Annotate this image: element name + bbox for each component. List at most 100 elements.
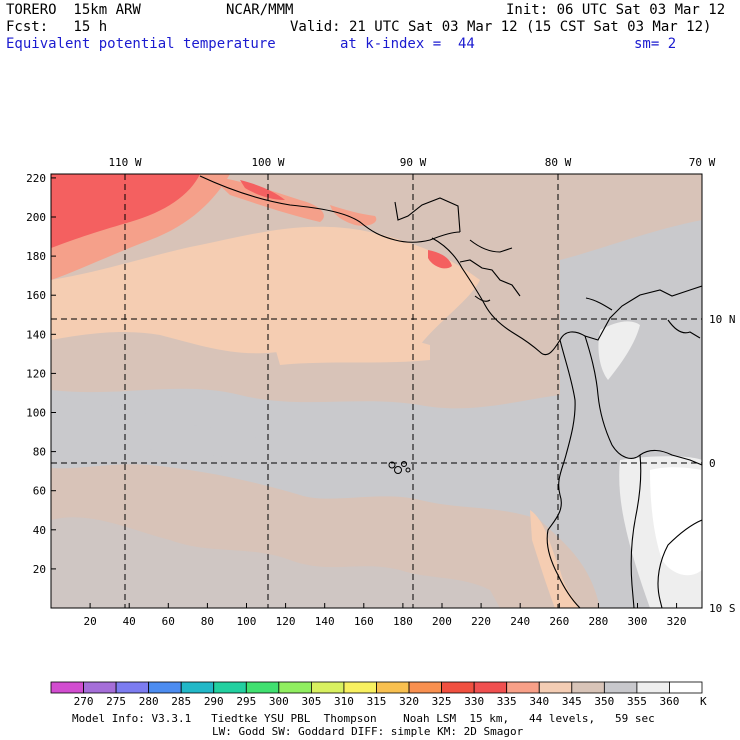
lon-label-100w: 100 W: [251, 156, 284, 169]
y-tick-label: 60: [33, 485, 46, 498]
x-tick-label: 160: [354, 615, 374, 628]
map-frame: [50, 173, 703, 609]
colorbar-label: 310: [334, 695, 354, 708]
colorbar-label: 350: [594, 695, 614, 708]
colorbar-swatch: [506, 681, 540, 694]
colorbar-label: 315: [367, 695, 387, 708]
field-330-mex: [240, 180, 285, 200]
forecast-hour: Fcst: 15 h: [6, 19, 108, 35]
x-tick-label: 180: [393, 615, 413, 628]
colorbar-swatch: [148, 681, 182, 694]
field-335-guat: [330, 205, 377, 226]
x-axis-ticks: 20 40 60 80 100 120 140 160 180 200 220 240 260 280 30…: [83, 603, 687, 628]
y-tick-label: 100: [26, 407, 46, 420]
colorbar-label: 280: [139, 695, 159, 708]
field-350-sw: [51, 517, 500, 608]
colorbar-label: 320: [399, 695, 419, 708]
x-tick-label: 240: [510, 615, 530, 628]
colorbar-swatch: [245, 681, 280, 694]
x-tick-label: 80: [201, 615, 214, 628]
field-330-honduras: [428, 250, 452, 269]
theta-e-field: [51, 174, 702, 608]
colorbar-label: 300: [269, 695, 289, 708]
valid-time: Valid: 21 UTC Sat 03 Mar 12 (15 CST Sat …: [290, 19, 712, 35]
colorbar-swatch: [441, 681, 475, 694]
x-tick-label: 60: [162, 615, 175, 628]
colorbar-swatch: [408, 681, 442, 694]
galapagos-islands: [388, 461, 411, 474]
colorbar-swatch: [50, 681, 84, 694]
y-tick-label: 80: [33, 446, 46, 459]
longitude-labels: 110 W 100 W 90 W 80 W 70 W: [108, 156, 715, 169]
colorbar-label: 295: [236, 695, 256, 708]
field-355-colombia: [598, 321, 640, 380]
x-tick-label: 20: [83, 615, 96, 628]
y-tick-label: 160: [26, 289, 46, 302]
colorbar-swatch: [636, 681, 670, 694]
colorbar-label: 355: [627, 695, 647, 708]
x-tick-label: 120: [276, 615, 296, 628]
x-tick-label: 320: [667, 615, 687, 628]
colorbar-label: 360: [660, 695, 680, 708]
x-tick-label: 220: [471, 615, 491, 628]
smoothing-label: sm= 2: [634, 36, 677, 52]
field-340-north: [51, 226, 480, 354]
x-tick-label: 100: [237, 615, 257, 628]
field-330-nw: [51, 174, 200, 248]
colorbar-swatch: [376, 681, 410, 694]
colorbar-swatch: [310, 681, 345, 694]
colorbar-swatch: [180, 681, 215, 694]
y-tick-label: 40: [33, 524, 46, 537]
colorbar-swatch: [538, 681, 573, 694]
field-name: Equivalent potential temperature: [6, 36, 276, 52]
colorbar-swatch: [278, 681, 312, 694]
field-335-mex: [210, 176, 324, 222]
colorbar-swatch: [473, 681, 508, 694]
lat-label-0: 0: [709, 457, 716, 470]
latlon-grid: [51, 174, 702, 608]
colorbar-label: 275: [106, 695, 126, 708]
lon-label-110w: 110 W: [108, 156, 141, 169]
field-350-nw: [51, 395, 330, 470]
field-340-coast: [530, 510, 580, 608]
colorbar-label: 330: [464, 695, 484, 708]
latitude-labels: 10 N 0 10 S: [709, 313, 736, 615]
colorbar-unit: K: [700, 695, 707, 708]
colorbar-swatch: [343, 681, 377, 694]
colorbar-swatch: [669, 681, 703, 694]
colorbar-label: 270: [74, 695, 94, 708]
field-350-band: [51, 220, 702, 608]
colorbar-label: 325: [432, 695, 452, 708]
colorbar-swatch: [83, 681, 117, 694]
model-title: TORERO 15km ARW: [6, 2, 141, 18]
colorbar: 270 275 280 285 290 295 300 305 310 315 320 325 330 3…: [50, 681, 703, 708]
colorbar-swatch: [571, 681, 605, 694]
colorbar-label: 305: [301, 695, 321, 708]
level-label: at k-index = 44: [340, 36, 475, 52]
x-tick-label: 140: [315, 615, 335, 628]
y-tick-label: 20: [33, 563, 46, 576]
x-tick-label: 200: [432, 615, 452, 628]
y-axis-ticks: 220 200 180 160 140 120 100 80 60 40 20: [26, 172, 56, 576]
colorbar-swatch: [603, 681, 638, 694]
colorbar-swatch: [115, 681, 150, 694]
colorbar-label: 345: [562, 695, 582, 708]
lon-label-90w: 90 W: [400, 156, 427, 169]
colorbar-label: 335: [497, 695, 517, 708]
colorbar-swatch: [213, 681, 247, 694]
lat-label-10n: 10 N: [709, 313, 736, 326]
colorbar-label: 340: [529, 695, 549, 708]
y-tick-label: 200: [26, 211, 46, 224]
x-tick-label: 300: [628, 615, 648, 628]
field-340-strip: [270, 325, 430, 365]
field-360-amazon: [650, 467, 702, 576]
y-tick-label: 140: [26, 328, 46, 341]
lon-label-80w: 80 W: [545, 156, 572, 169]
x-tick-label: 260: [549, 615, 569, 628]
footer-physics-info: LW: Godd SW: Goddard DIFF: simple KM: 2D…: [212, 725, 524, 738]
lon-label-70w: 70 W: [689, 156, 716, 169]
center-label: NCAR/MMM: [226, 2, 294, 18]
init-time: Init: 06 UTC Sat 03 Mar 12: [506, 2, 726, 18]
x-tick-label: 280: [588, 615, 608, 628]
